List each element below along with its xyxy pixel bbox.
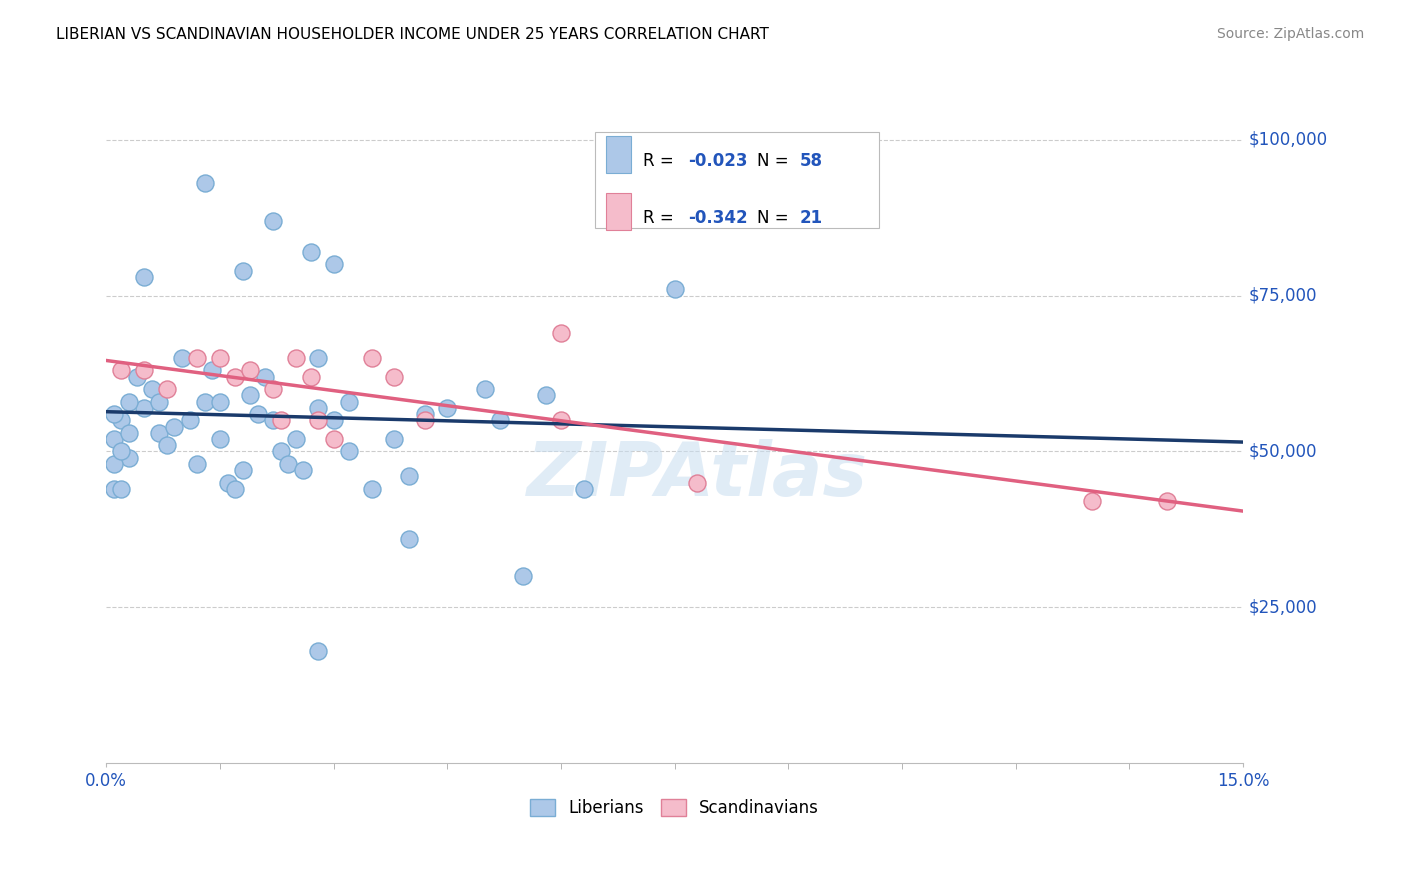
- Liberians: [239, 388, 262, 402]
- Liberians: [103, 432, 125, 446]
- Liberians: [156, 438, 179, 452]
- Scandinavians: [686, 475, 709, 490]
- Liberians: [186, 457, 208, 471]
- Liberians: [284, 432, 307, 446]
- Liberians: [308, 401, 330, 415]
- Text: $75,000: $75,000: [1249, 286, 1317, 304]
- Liberians: [179, 413, 201, 427]
- Scandinavians: [360, 351, 382, 365]
- Scandinavians: [186, 351, 208, 365]
- Liberians: [322, 413, 344, 427]
- Liberians: [254, 369, 277, 384]
- Text: N =: N =: [756, 209, 793, 227]
- Liberians: [148, 425, 170, 440]
- Scandinavians: [299, 369, 322, 384]
- Liberians: [398, 532, 420, 546]
- Liberians: [337, 444, 360, 458]
- Scandinavians: [262, 382, 284, 396]
- Scandinavians: [284, 351, 307, 365]
- Liberians: [125, 369, 148, 384]
- Liberians: [208, 394, 231, 409]
- Liberians: [489, 413, 512, 427]
- Liberians: [308, 351, 330, 365]
- Liberians: [512, 569, 534, 583]
- Liberians: [217, 475, 239, 490]
- Liberians: [292, 463, 315, 477]
- Text: N =: N =: [756, 153, 793, 170]
- Liberians: [572, 482, 595, 496]
- Liberians: [110, 413, 132, 427]
- Liberians: [232, 263, 254, 277]
- Scandinavians: [550, 326, 572, 340]
- Liberians: [398, 469, 420, 483]
- Liberians: [322, 257, 344, 271]
- Liberians: [110, 444, 132, 458]
- Scandinavians: [156, 382, 179, 396]
- Text: $25,000: $25,000: [1249, 599, 1317, 616]
- FancyBboxPatch shape: [606, 193, 631, 230]
- Liberians: [118, 450, 141, 465]
- Liberians: [118, 425, 141, 440]
- Liberians: [299, 244, 322, 259]
- Text: R =: R =: [643, 209, 679, 227]
- Liberians: [224, 482, 246, 496]
- Scandinavians: [224, 369, 246, 384]
- Liberians: [194, 394, 217, 409]
- Scandinavians: [110, 363, 132, 377]
- Liberians: [134, 269, 156, 284]
- Text: Source: ZipAtlas.com: Source: ZipAtlas.com: [1216, 27, 1364, 41]
- Liberians: [246, 407, 269, 421]
- Liberians: [118, 394, 141, 409]
- Scandinavians: [382, 369, 405, 384]
- Text: -0.342: -0.342: [689, 209, 748, 227]
- Scandinavians: [413, 413, 436, 427]
- Liberians: [262, 413, 284, 427]
- Liberians: [664, 282, 686, 296]
- FancyBboxPatch shape: [595, 132, 879, 228]
- Liberians: [382, 432, 405, 446]
- Scandinavians: [134, 363, 156, 377]
- Text: ZIPAtlas: ZIPAtlas: [527, 439, 868, 512]
- Scandinavians: [322, 432, 344, 446]
- Scandinavians: [308, 413, 330, 427]
- Liberians: [141, 382, 163, 396]
- Liberians: [232, 463, 254, 477]
- Liberians: [208, 432, 231, 446]
- Text: 21: 21: [800, 209, 823, 227]
- Liberians: [308, 644, 330, 658]
- Liberians: [360, 482, 382, 496]
- Scandinavians: [270, 413, 292, 427]
- Liberians: [110, 482, 132, 496]
- Scandinavians: [1156, 494, 1178, 508]
- Liberians: [474, 382, 496, 396]
- Liberians: [163, 419, 186, 434]
- Liberians: [413, 407, 436, 421]
- Text: $100,000: $100,000: [1249, 131, 1327, 149]
- Liberians: [170, 351, 193, 365]
- Liberians: [103, 407, 125, 421]
- Text: $50,000: $50,000: [1249, 442, 1317, 460]
- Liberians: [262, 214, 284, 228]
- Scandinavians: [550, 413, 572, 427]
- Text: 58: 58: [800, 153, 823, 170]
- Liberians: [134, 401, 156, 415]
- Liberians: [201, 363, 224, 377]
- Liberians: [270, 444, 292, 458]
- Liberians: [103, 482, 125, 496]
- Text: R =: R =: [643, 153, 679, 170]
- FancyBboxPatch shape: [606, 136, 631, 173]
- Text: LIBERIAN VS SCANDINAVIAN HOUSEHOLDER INCOME UNDER 25 YEARS CORRELATION CHART: LIBERIAN VS SCANDINAVIAN HOUSEHOLDER INC…: [56, 27, 769, 42]
- Liberians: [103, 457, 125, 471]
- Scandinavians: [239, 363, 262, 377]
- Scandinavians: [208, 351, 231, 365]
- Liberians: [337, 394, 360, 409]
- Liberians: [148, 394, 170, 409]
- Liberians: [194, 177, 217, 191]
- Text: -0.023: -0.023: [689, 153, 748, 170]
- Liberians: [277, 457, 299, 471]
- Scandinavians: [1080, 494, 1102, 508]
- Legend: Liberians, Scandinavians: Liberians, Scandinavians: [523, 792, 825, 823]
- Liberians: [534, 388, 557, 402]
- Liberians: [436, 401, 458, 415]
